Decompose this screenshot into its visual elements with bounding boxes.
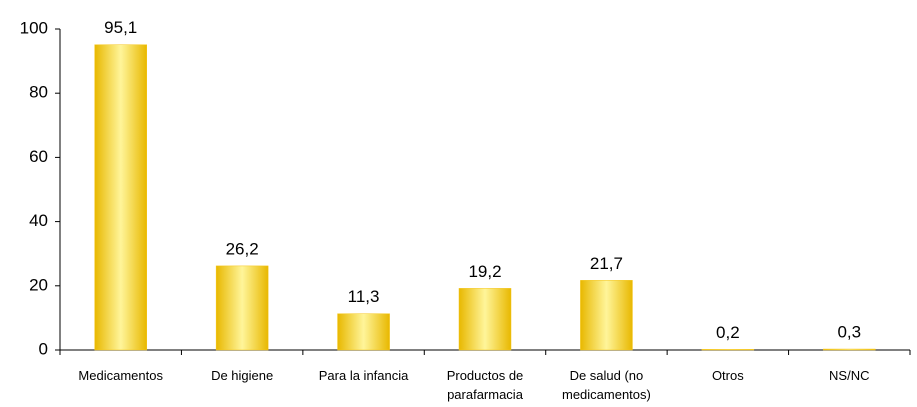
y-tick-label: 40 [29,211,48,230]
bar [458,288,512,351]
bar [580,280,633,351]
x-tick-label: NS/NC [829,368,870,383]
y-tick-label: 20 [29,275,48,294]
value-label: 0,2 [716,323,740,342]
x-tick-label: Productos de parafarmacia [446,368,524,402]
x-tick-label: Medicamentos [78,368,163,383]
value-label: 0,3 [837,323,861,342]
value-label: 19,2 [468,262,501,281]
bar [337,313,390,351]
value-label: 21,7 [590,254,623,273]
value-label: 95,1 [104,18,137,37]
bar [701,349,755,351]
x-tick-label: Otros [711,368,744,383]
y-tick-label: 100 [20,18,48,37]
value-label: 26,2 [226,239,259,258]
y-tick-label: 60 [29,147,48,166]
bar [94,44,147,351]
value-label: 11,3 [348,287,380,306]
y-tick-label: 0 [39,339,48,358]
bar [215,265,269,351]
x-tick-label: De salud (no medicamentos) [561,368,651,402]
y-tick-label: 80 [29,83,48,102]
x-tick-label: Para la infancia [318,368,409,383]
x-tick-label: De higiene [211,368,274,383]
bar [823,348,876,351]
